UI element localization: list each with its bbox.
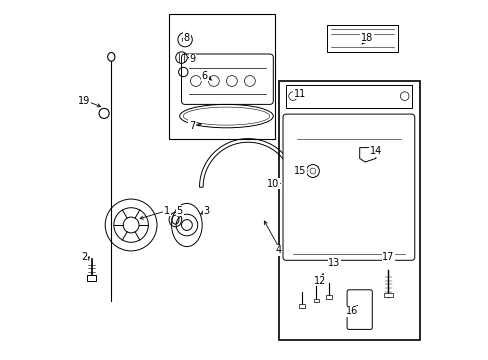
Text: 3: 3 xyxy=(203,206,209,216)
Text: 15: 15 xyxy=(293,166,306,176)
Bar xyxy=(326,25,397,52)
Text: 16: 16 xyxy=(346,306,358,316)
Bar xyxy=(313,299,319,302)
Text: 14: 14 xyxy=(369,146,381,156)
Text: 2: 2 xyxy=(81,252,87,262)
Text: 8: 8 xyxy=(183,33,189,43)
Text: 12: 12 xyxy=(313,276,325,286)
Text: 18: 18 xyxy=(360,33,372,43)
Text: 13: 13 xyxy=(328,258,340,268)
Bar xyxy=(384,293,392,297)
Bar xyxy=(87,275,96,281)
FancyBboxPatch shape xyxy=(181,54,273,104)
Text: 17: 17 xyxy=(382,252,394,262)
FancyBboxPatch shape xyxy=(283,114,414,260)
Text: 9: 9 xyxy=(189,54,195,64)
Bar xyxy=(325,295,331,299)
Text: 10: 10 xyxy=(266,179,279,189)
Bar xyxy=(299,304,305,308)
Text: 5: 5 xyxy=(176,206,183,216)
Text: 7: 7 xyxy=(189,121,195,131)
Text: 1: 1 xyxy=(163,206,170,216)
Text: 6: 6 xyxy=(202,71,207,81)
Bar xyxy=(285,85,411,108)
Bar xyxy=(168,14,275,139)
Bar xyxy=(278,81,419,340)
Text: 11: 11 xyxy=(294,89,306,99)
FancyBboxPatch shape xyxy=(346,290,371,329)
Text: 19: 19 xyxy=(78,96,90,106)
Text: 4: 4 xyxy=(275,245,281,255)
